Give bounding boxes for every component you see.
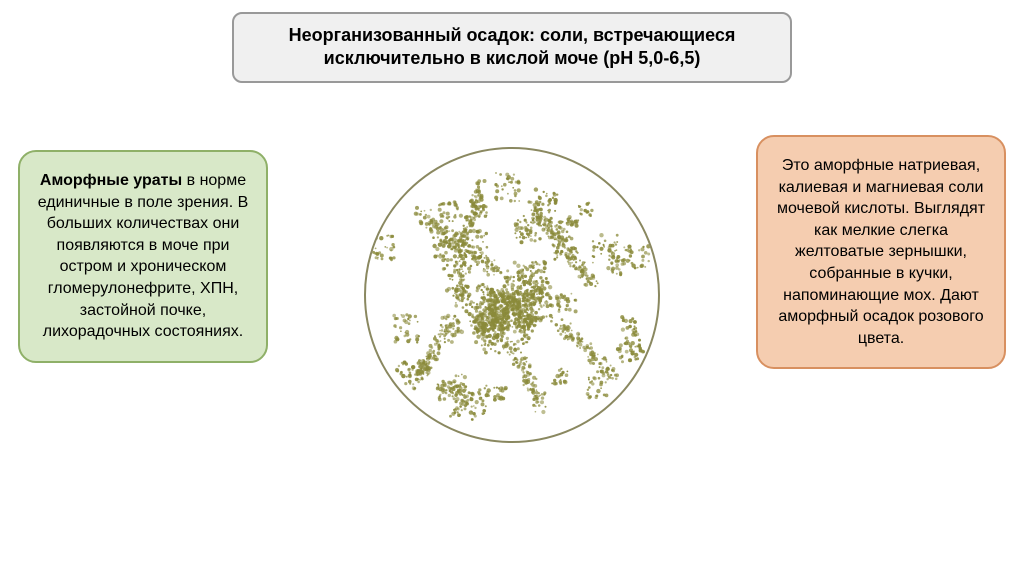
right-info-box: Это аморфные натриевая, калиевая и магни… xyxy=(756,135,1006,369)
left-info-box: Аморфные ураты в норме единичные в поле … xyxy=(18,150,268,363)
right-text: Это аморфные натриевая, калиевая и магни… xyxy=(777,157,985,347)
left-bold: Аморфные ураты xyxy=(40,172,182,189)
microscope-image xyxy=(362,145,662,445)
title-line2: исключительно в кислой моче (pH 5,0-6,5) xyxy=(324,48,701,68)
title-box: Неорганизованный осадок: соли, встречающ… xyxy=(232,12,792,83)
left-rest: в норме единичные в поле зрения. В больш… xyxy=(38,172,249,340)
title-line1: Неорганизованный осадок: соли, встречающ… xyxy=(289,25,736,45)
